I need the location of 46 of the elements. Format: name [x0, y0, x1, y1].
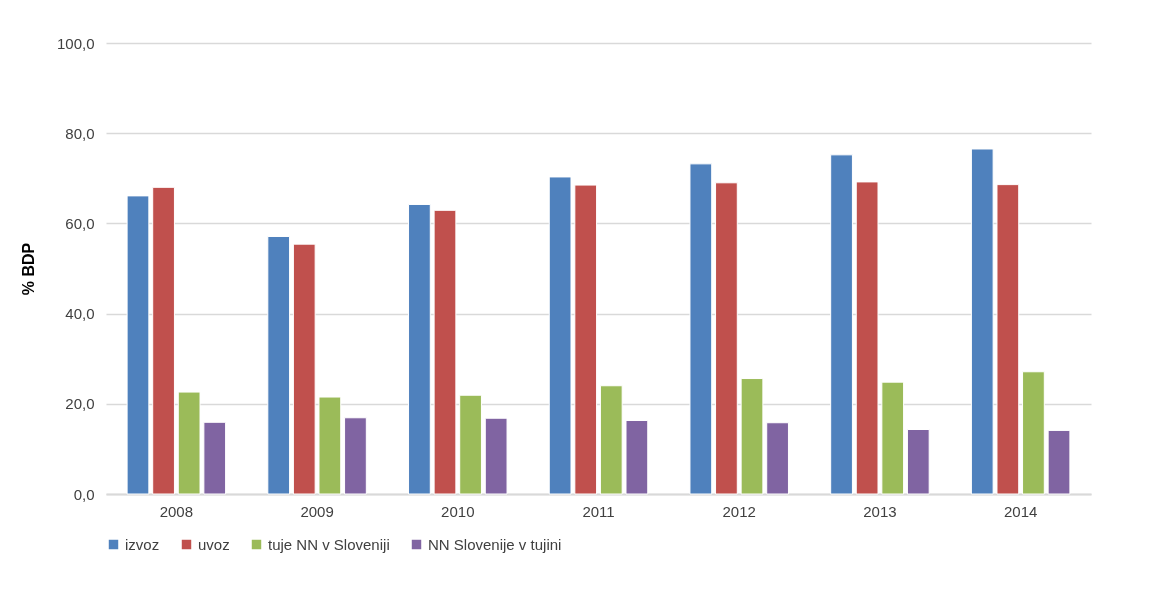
bar [1047, 429, 1071, 495]
bar [318, 396, 342, 495]
y-tick-label: 40,0 [65, 305, 95, 323]
bar [574, 184, 598, 495]
legend-label: uvoz [198, 535, 230, 553]
bar [996, 184, 1020, 495]
bar [1022, 371, 1045, 495]
bar [689, 163, 713, 495]
bar [906, 429, 930, 495]
bar [855, 181, 879, 495]
y-tick-label: 80,0 [65, 124, 95, 142]
y-tick-label: 60,0 [65, 214, 95, 232]
bar [344, 417, 367, 495]
bar [126, 195, 150, 495]
bar [408, 203, 431, 495]
x-tick-label: 2011 [582, 502, 615, 520]
bar [625, 419, 649, 495]
bar [203, 421, 227, 495]
bar [484, 417, 508, 495]
bar [599, 385, 623, 495]
bar [177, 391, 201, 495]
bar [152, 186, 175, 495]
y-tick-label: 0,0 [73, 485, 95, 503]
y-axis-title: % BDP [19, 242, 37, 296]
x-tick-label: 2014 [1003, 502, 1038, 520]
y-tick-label: 100,0 [56, 34, 95, 52]
bar [459, 394, 482, 495]
x-tick-label: 2012 [722, 502, 756, 520]
legend-label: izvoz [125, 535, 160, 553]
y-tick-label: 20,0 [65, 395, 95, 413]
bar [267, 235, 291, 495]
bar [292, 243, 316, 495]
x-tick-label: 2013 [863, 502, 897, 520]
x-tick-label: 2010 [441, 502, 475, 520]
bar [715, 182, 738, 495]
bar [548, 176, 572, 495]
x-tick-label: 2008 [159, 502, 194, 520]
bar [740, 378, 764, 495]
bar [830, 154, 853, 495]
x-tick-label: 2009 [300, 502, 334, 520]
legend-label: NN Slovenije v tujini [428, 535, 562, 553]
bar [433, 209, 457, 495]
bar [970, 148, 994, 495]
legend-label: tuje NN v Sloveniji [268, 535, 390, 553]
bar [766, 422, 789, 495]
bar [881, 381, 905, 495]
